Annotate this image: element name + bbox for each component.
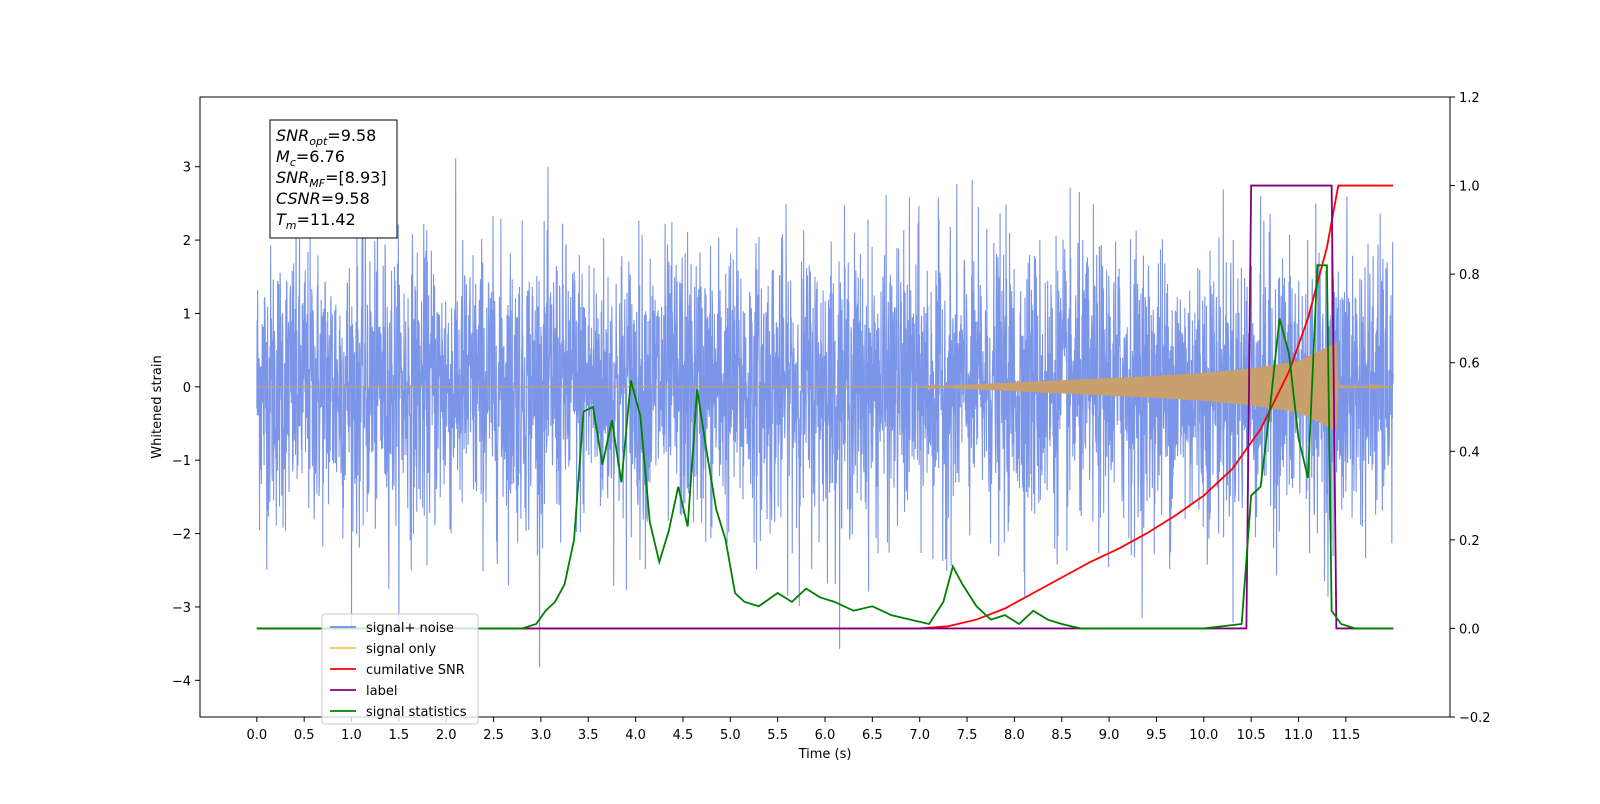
stats-annotation-box: SNRopt=9.58Mc=6.76SNRMF=[8.93]CSNR=9.58T… <box>269 119 398 239</box>
x-tick-label: 10.5 <box>1237 728 1266 743</box>
y-axis-label: Whitened strain <box>150 355 165 458</box>
annotation-line: Tm=11.42 <box>276 210 356 232</box>
series-cumulative-snr <box>256 184 1394 630</box>
x-tick-label: 7.5 <box>957 728 978 743</box>
x-tick-label: 1.5 <box>389 728 410 743</box>
y2-tick-label: 0.2 <box>1459 534 1480 549</box>
x-tick-label: 1.0 <box>341 728 362 743</box>
series-layer <box>256 158 1394 668</box>
x-tick-label: 4.0 <box>625 728 646 743</box>
y-tick-label: 1 <box>183 307 191 322</box>
legend-label: signal only <box>366 642 436 657</box>
x-tick-label: 4.5 <box>673 728 694 743</box>
x-tick-label: 11.0 <box>1284 728 1313 743</box>
y2-tick-label: −0.2 <box>1459 711 1491 726</box>
y2-tick-label: 1.0 <box>1459 180 1480 195</box>
annotation-subscript: m <box>286 219 297 232</box>
series-signal-only <box>256 342 1394 431</box>
annotation-symbol: M <box>276 147 290 166</box>
annotation-subscript: c <box>290 156 296 169</box>
y2-tick-label: 0.8 <box>1459 268 1480 283</box>
legend-label: signal statistics <box>366 705 467 720</box>
y-tick-label: −3 <box>172 601 191 616</box>
x-tick-label: 8.0 <box>1004 728 1025 743</box>
legend-label: cumilative SNR <box>366 663 465 678</box>
x-axis-label: Time (s) <box>798 747 852 762</box>
annotation-value: =[8.93] <box>325 168 387 187</box>
y-tick-label: 3 <box>183 161 191 176</box>
x-tick-label: 2.0 <box>436 728 457 743</box>
legend-label: label <box>366 684 397 699</box>
annotation-symbol: SNR <box>276 126 309 145</box>
y-axis-right: −0.2 0.0 0.2 0.4 0.6 0.8 1.0 1.2 <box>1450 91 1491 726</box>
annotation-value: =6.76 <box>296 147 345 166</box>
annotation-symbol: SNR <box>276 168 309 187</box>
x-tick-label: 10.0 <box>1189 728 1218 743</box>
x-tick-label: 8.5 <box>1051 728 1072 743</box>
annotation-symbol: T <box>276 210 287 229</box>
x-tick-label: 7.0 <box>909 728 930 743</box>
annotation-line: SNRopt=9.58 <box>276 126 376 148</box>
x-tick-label: 3.5 <box>578 728 599 743</box>
y-tick-label: −1 <box>172 454 191 469</box>
x-tick-label: 0.5 <box>294 728 315 743</box>
annotation-subscript: opt <box>309 135 328 148</box>
x-tick-label: 11.5 <box>1331 728 1360 743</box>
legend-label: signal+ noise <box>366 621 454 636</box>
y2-tick-label: 0.6 <box>1459 357 1480 372</box>
y2-tick-label: 1.2 <box>1459 91 1480 106</box>
annotation-line: SNRMF=[8.93] <box>276 168 387 190</box>
x-tick-label: 9.5 <box>1146 728 1167 743</box>
x-tick-label: 6.5 <box>862 728 883 743</box>
x-tick-label: 2.5 <box>483 728 504 743</box>
x-tick-label: 5.0 <box>720 728 741 743</box>
legend: signal+ noise signal only cumilative SNR la… <box>321 613 479 725</box>
y-tick-label: −4 <box>172 674 191 689</box>
annotation-value: =9.58 <box>321 189 370 208</box>
legend-frame <box>321 613 479 725</box>
y2-tick-label: 0.0 <box>1459 622 1480 637</box>
x-tick-label: 9.0 <box>1099 728 1120 743</box>
x-tick-label: 0.0 <box>246 728 267 743</box>
annotation-value: =11.42 <box>297 210 356 229</box>
annotation-frame <box>269 119 398 239</box>
y-axis-left: −4 −3 −2 −1 0 1 2 3 <box>172 161 200 689</box>
series-signal-statistics <box>256 264 1394 630</box>
annotation-line: CSNR=9.58 <box>276 189 370 208</box>
y2-tick-label: 0.4 <box>1459 445 1480 460</box>
x-axis: 0.0 0.5 1.0 1.5 2.0 2.5 3.0 3.5 4.0 4.5 5.0 5.5 6.0 6… <box>246 717 1360 743</box>
x-tick-label: 6.0 <box>815 728 836 743</box>
y-tick-label: −2 <box>172 528 191 543</box>
y-tick-label: 2 <box>183 234 191 249</box>
annotation-value: =9.58 <box>327 126 376 145</box>
annotation-symbol: CSNR <box>276 189 321 208</box>
annotation-line: Mc=6.76 <box>276 147 345 169</box>
y-tick-label: 0 <box>183 381 191 396</box>
x-tick-label: 3.0 <box>531 728 552 743</box>
x-tick-label: 5.5 <box>767 728 788 743</box>
annotation-subscript: MF <box>309 177 325 190</box>
